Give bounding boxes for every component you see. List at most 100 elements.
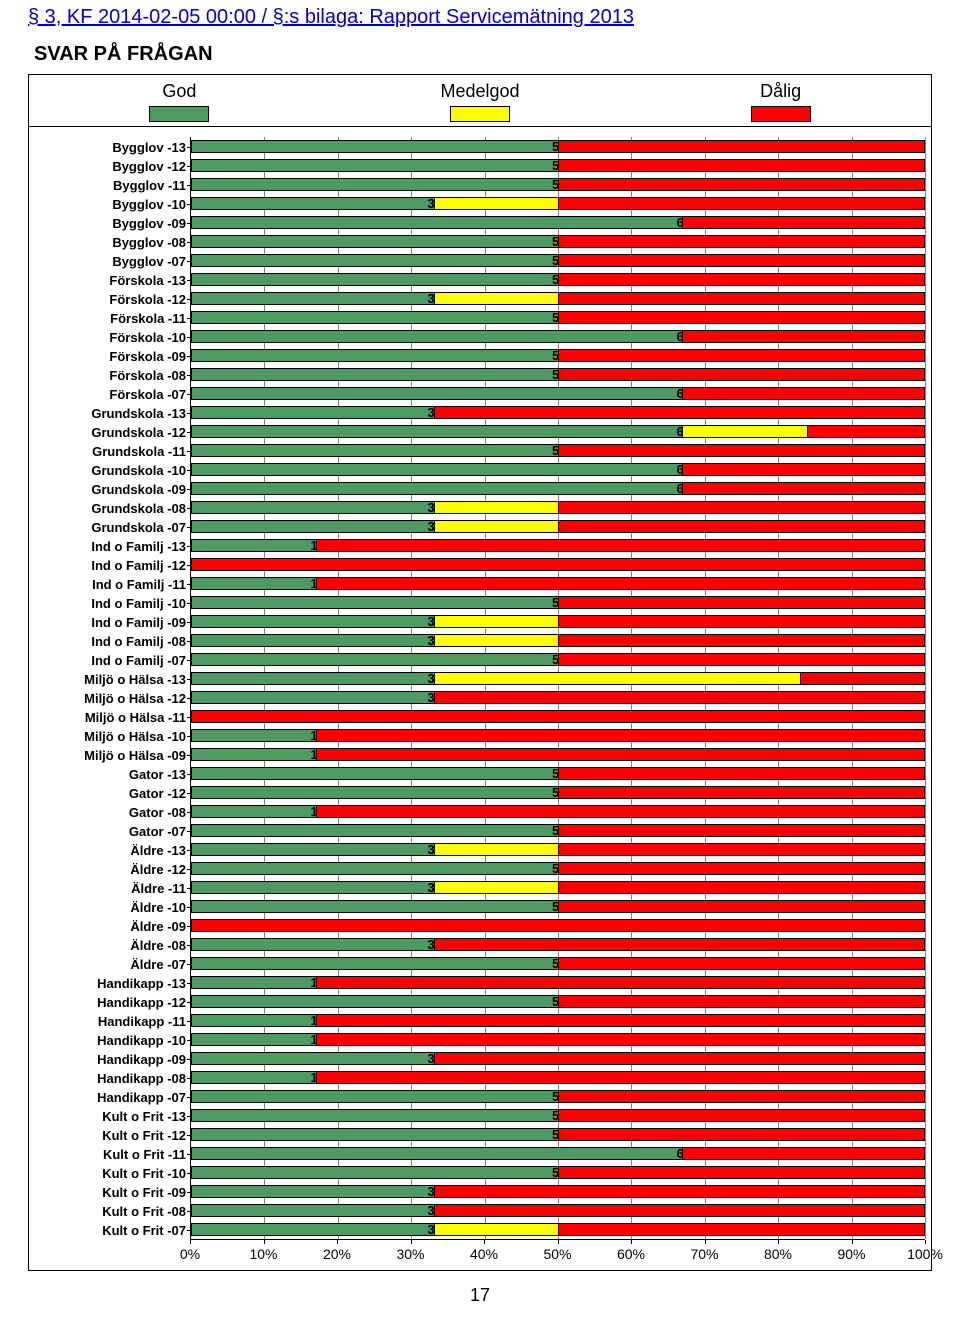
legend-label: God	[29, 81, 330, 102]
bar-row: 33%	[191, 194, 925, 213]
page-title: SVAR PÅ FRÅGAN	[34, 43, 932, 66]
bar-row: 67%	[191, 460, 925, 479]
bar-segment-god: 50%	[192, 236, 558, 247]
page: § 3, KF 2014-02-05 00:00 / §:s bilaga: R…	[0, 6, 960, 1326]
y-tick	[187, 565, 191, 566]
category-label: Kult o Frit -12	[35, 1126, 190, 1145]
category-label: Grundskola -11	[35, 442, 190, 461]
bar-row: 33%	[191, 840, 925, 859]
bar-segment-god: 50%	[192, 825, 558, 836]
bar-segment-dalig	[316, 540, 924, 551]
category-label: Grundskola -12	[35, 423, 190, 442]
bar-row: 33%	[191, 688, 925, 707]
y-tick	[187, 1230, 191, 1231]
bar-stack: 17%	[191, 577, 925, 590]
bar-segment-dalig	[558, 274, 924, 285]
y-tick	[187, 926, 191, 927]
bar-segment-god: 67%	[192, 217, 682, 228]
y-tick	[187, 660, 191, 661]
bar-segment-dalig	[682, 217, 924, 228]
category-label: Kult o Frit -09	[35, 1183, 190, 1202]
y-tick	[187, 717, 191, 718]
bar-row: 33%	[191, 517, 925, 536]
y-tick	[187, 1173, 191, 1174]
bar-row: 50%	[191, 156, 925, 175]
bar-stack: 50%	[191, 178, 925, 191]
legend-item: Dålig	[630, 75, 931, 126]
bar-segment-dalig	[558, 141, 924, 152]
bar-segment-god: 17%	[192, 1015, 316, 1026]
legend-swatch	[149, 106, 209, 122]
bar-segment-dalig	[434, 1205, 924, 1216]
bar-segment-god: 17%	[192, 730, 316, 741]
bar-stack: 50%	[191, 444, 925, 457]
bar-segment-dalig	[558, 179, 924, 190]
bar-segment-dalig	[434, 939, 924, 950]
y-tick	[187, 166, 191, 167]
chart: Bygglov -13Bygglov -12Bygglov -11Bygglov…	[28, 127, 932, 1271]
y-tick	[187, 375, 191, 376]
x-tick	[778, 1240, 779, 1244]
bar-row: 50%	[191, 897, 925, 916]
bar-stack: 50%	[191, 786, 925, 799]
bar-row: 50%	[191, 175, 925, 194]
y-tick	[187, 432, 191, 433]
category-label: Handikapp -09	[35, 1050, 190, 1069]
bar-segment-dalig	[434, 692, 924, 703]
bar-stack: 17%	[191, 805, 925, 818]
bar-stack: 33%	[191, 843, 925, 856]
bar-segment-god: 33%	[192, 521, 434, 532]
bar-row: 50%	[191, 1087, 925, 1106]
category-label: Grundskola -09	[35, 480, 190, 499]
bar-row: 33%	[191, 289, 925, 308]
bar-segment-god: 33%	[192, 1205, 434, 1216]
y-tick	[187, 983, 191, 984]
bar-row: 67%	[191, 327, 925, 346]
bar-stack: 50%	[191, 159, 925, 172]
bar-segment-god: 50%	[192, 901, 558, 912]
category-label: Äldre -12	[35, 860, 190, 879]
bar-row: 50%	[191, 783, 925, 802]
x-tick	[925, 1240, 926, 1244]
bar-row: 50%	[191, 308, 925, 327]
category-label: Äldre -09	[35, 917, 190, 936]
bar-segment-dalig	[558, 958, 924, 969]
bar-stack: 33%	[191, 1204, 925, 1217]
bar-segment-god: 50%	[192, 597, 558, 608]
bar-stack: 67%	[191, 463, 925, 476]
bar-row: 17%	[191, 536, 925, 555]
bar-stack	[191, 558, 925, 571]
bar-segment-dalig	[558, 1110, 924, 1121]
y-tick	[187, 413, 191, 414]
bar-segment-god: 50%	[192, 369, 558, 380]
bar-stack: 33%	[191, 292, 925, 305]
bar-segment-god: 67%	[192, 483, 682, 494]
bar-segment-dalig	[558, 293, 924, 304]
bar-stack: 33%	[191, 938, 925, 951]
bar-stack: 67%	[191, 425, 925, 438]
x-tick	[337, 1240, 338, 1244]
bar-stack: 33%	[191, 1223, 925, 1236]
bar-segment-dalig	[558, 312, 924, 323]
category-label: Gator -07	[35, 822, 190, 841]
bar-stack: 67%	[191, 1147, 925, 1160]
category-label: Bygglov -12	[35, 157, 190, 176]
category-label: Handikapp -13	[35, 974, 190, 993]
y-tick	[187, 698, 191, 699]
bar-row: 67%	[191, 213, 925, 232]
bar-segment-dalig	[434, 1186, 924, 1197]
bar-segment-dalig	[558, 597, 924, 608]
category-label: Äldre -10	[35, 898, 190, 917]
bar-segment-dalig	[558, 1091, 924, 1102]
y-tick	[187, 774, 191, 775]
bar-segment-dalig	[558, 255, 924, 266]
x-tick-label: 30%	[396, 1246, 424, 1262]
bar-segment-god: 17%	[192, 1072, 316, 1083]
x-tick-label: 90%	[837, 1246, 865, 1262]
header-link[interactable]: § 3, KF 2014-02-05 00:00 / §:s bilaga: R…	[28, 6, 932, 29]
bar-stack: 33%	[191, 1185, 925, 1198]
bar-stack: 50%	[191, 824, 925, 837]
y-tick	[187, 546, 191, 547]
bar-stack: 50%	[191, 862, 925, 875]
bar-stack: 50%	[191, 311, 925, 324]
